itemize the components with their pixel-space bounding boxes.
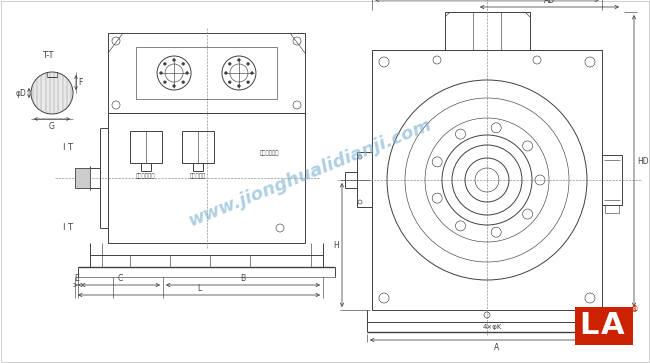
Bar <box>130 131 162 163</box>
Bar <box>445 12 530 50</box>
Circle shape <box>182 81 185 84</box>
Text: G: G <box>49 122 55 131</box>
Text: 加热器接线盒: 加热器接线盒 <box>136 173 156 179</box>
Text: A: A <box>495 343 500 352</box>
Text: ®: ® <box>631 306 639 314</box>
Text: φD: φD <box>16 89 27 98</box>
Circle shape <box>237 85 240 87</box>
Text: T-T: T-T <box>42 51 54 60</box>
Circle shape <box>237 58 240 61</box>
Text: L: L <box>579 311 599 340</box>
Text: AD: AD <box>544 0 555 5</box>
Bar <box>75 168 90 188</box>
Circle shape <box>31 72 73 114</box>
Bar <box>575 307 633 345</box>
Text: A: A <box>601 311 625 340</box>
Circle shape <box>172 85 176 87</box>
Circle shape <box>246 81 250 84</box>
Circle shape <box>250 72 254 74</box>
Circle shape <box>228 62 231 65</box>
Text: www.jionghualidianji.com: www.jionghualidianji.com <box>186 116 434 230</box>
Text: 主电源接线盒: 主电源接线盒 <box>260 150 280 156</box>
Circle shape <box>228 81 231 84</box>
Text: C: C <box>118 274 123 283</box>
Bar <box>357 152 372 207</box>
Bar <box>108 113 305 243</box>
Bar <box>602 155 622 205</box>
Circle shape <box>224 72 227 74</box>
Bar <box>372 50 602 310</box>
Bar <box>182 131 214 163</box>
Text: H: H <box>333 241 339 249</box>
Text: HD: HD <box>637 156 649 166</box>
Text: B: B <box>240 274 246 283</box>
Text: 4×φK: 4×φK <box>482 324 502 330</box>
Text: E: E <box>74 274 79 283</box>
Text: I T: I T <box>63 143 73 152</box>
Circle shape <box>163 62 166 65</box>
Circle shape <box>172 58 176 61</box>
Circle shape <box>163 81 166 84</box>
Bar <box>108 33 305 113</box>
Circle shape <box>246 62 250 65</box>
Text: F: F <box>78 78 83 87</box>
Circle shape <box>185 72 188 74</box>
Text: L: L <box>197 284 201 293</box>
Text: 测温接线盒: 测温接线盒 <box>190 173 206 179</box>
Circle shape <box>182 62 185 65</box>
Circle shape <box>159 72 162 74</box>
Text: I T: I T <box>63 224 73 232</box>
Bar <box>136 47 277 99</box>
